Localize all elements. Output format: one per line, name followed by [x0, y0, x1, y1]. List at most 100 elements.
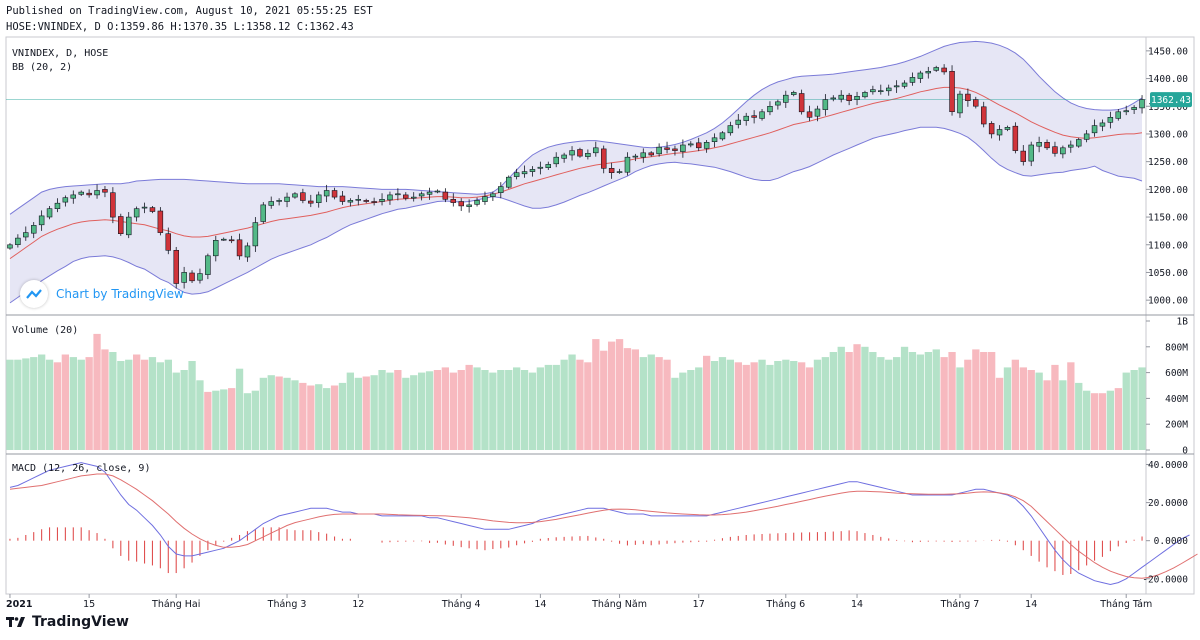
price-y-tick-label: 1400.00 [1148, 74, 1188, 85]
volume-bar [916, 354, 924, 450]
watermark[interactable]: Chart by TradingView [20, 280, 184, 308]
x-tick-label: Tháng 7 [940, 599, 980, 610]
candle [553, 156, 559, 165]
candle [339, 195, 346, 202]
candle [917, 72, 924, 79]
tradingview-logo-icon [6, 617, 25, 627]
volume-bar [790, 361, 798, 450]
candle [30, 225, 37, 234]
volume-bar [560, 359, 568, 450]
candle [7, 244, 13, 249]
volume-bar [782, 359, 790, 450]
candle [1068, 144, 1074, 148]
x-tick-label: 14 [851, 599, 863, 610]
candle [703, 142, 710, 149]
candle [988, 123, 995, 135]
candle [759, 111, 765, 119]
volume-bar [457, 370, 465, 450]
candle [806, 111, 813, 118]
volume-bar [30, 357, 38, 450]
candle [395, 193, 401, 196]
candle [1036, 142, 1042, 147]
tradingview-cloud-icon [20, 280, 48, 308]
candle [664, 147, 670, 150]
candle [213, 240, 219, 257]
bb-lower-line [9, 126, 1143, 304]
volume-bar [204, 391, 212, 450]
volume-bar [370, 375, 378, 450]
macd-y-tick-label: 20.0000 [1148, 498, 1188, 509]
candle [782, 94, 789, 103]
volume-bar [1083, 390, 1091, 450]
candle [632, 155, 639, 158]
candle [972, 99, 979, 107]
candle [727, 125, 734, 134]
volume-bar [473, 367, 481, 450]
volume-bar [378, 370, 386, 450]
volume-bar [988, 352, 996, 450]
volume-bar [315, 384, 323, 450]
volume-bar [109, 352, 117, 450]
candle [497, 186, 504, 194]
volume-bar [1043, 380, 1051, 450]
price-y-tick-label: 1300.00 [1148, 129, 1188, 140]
x-tick-label: 17 [693, 599, 705, 610]
candle [402, 194, 409, 199]
x-tick-label: Tháng 6 [765, 599, 805, 610]
candle [846, 94, 852, 101]
candle [569, 150, 575, 156]
footer-brand[interactable]: TradingView [6, 614, 129, 630]
candle [442, 191, 449, 200]
published-line: Published on TradingView.com, August 10,… [6, 5, 373, 17]
price-y-tick-label: 1200.00 [1148, 185, 1188, 196]
candle [363, 200, 369, 202]
volume-bar [101, 349, 109, 450]
volume-bar [885, 359, 893, 450]
volume-bar [679, 372, 687, 450]
candle [292, 193, 298, 198]
candle [379, 199, 385, 202]
volume-bar [908, 352, 917, 450]
candle [205, 255, 211, 275]
volume-bar [655, 357, 663, 450]
candle [276, 200, 282, 202]
candle [877, 90, 884, 92]
volume-bar [117, 361, 125, 450]
volume-bar [267, 375, 275, 450]
volume-bar [972, 349, 980, 450]
candle [70, 194, 77, 199]
volume-bar [1003, 367, 1012, 450]
volume-bar [125, 359, 133, 450]
volume-bar [750, 362, 758, 450]
bb-upper-line [9, 40, 1143, 215]
volume-bar [338, 382, 347, 450]
volume-bar [212, 390, 220, 450]
price-y-tick-label: 1150.00 [1148, 213, 1188, 224]
candle [640, 152, 646, 158]
volume-bar [140, 359, 149, 450]
volume-bar [584, 362, 592, 450]
volume-bar [829, 352, 837, 450]
volume-bar [1027, 370, 1035, 450]
bb-indicator-label: BB (20, 2) [12, 62, 72, 73]
candle [600, 148, 607, 169]
volume-bar [513, 367, 521, 450]
volume-bar [330, 385, 339, 450]
axes: 1450.001400.001350.001300.001250.001200.… [6, 46, 1192, 610]
volume-bar [623, 348, 632, 450]
candle [585, 153, 591, 157]
volume-bar [552, 364, 560, 450]
volume-bar [837, 346, 845, 450]
candle [711, 137, 718, 143]
volume-bar [980, 352, 988, 450]
volume-bar [718, 357, 727, 450]
candle [925, 71, 931, 74]
volume-bar [805, 367, 814, 450]
x-tick-label: 12 [352, 599, 364, 610]
candle [695, 142, 702, 149]
volume-bar [845, 352, 853, 450]
candle [323, 190, 330, 197]
volume-bar [821, 357, 829, 450]
candle [173, 250, 180, 284]
